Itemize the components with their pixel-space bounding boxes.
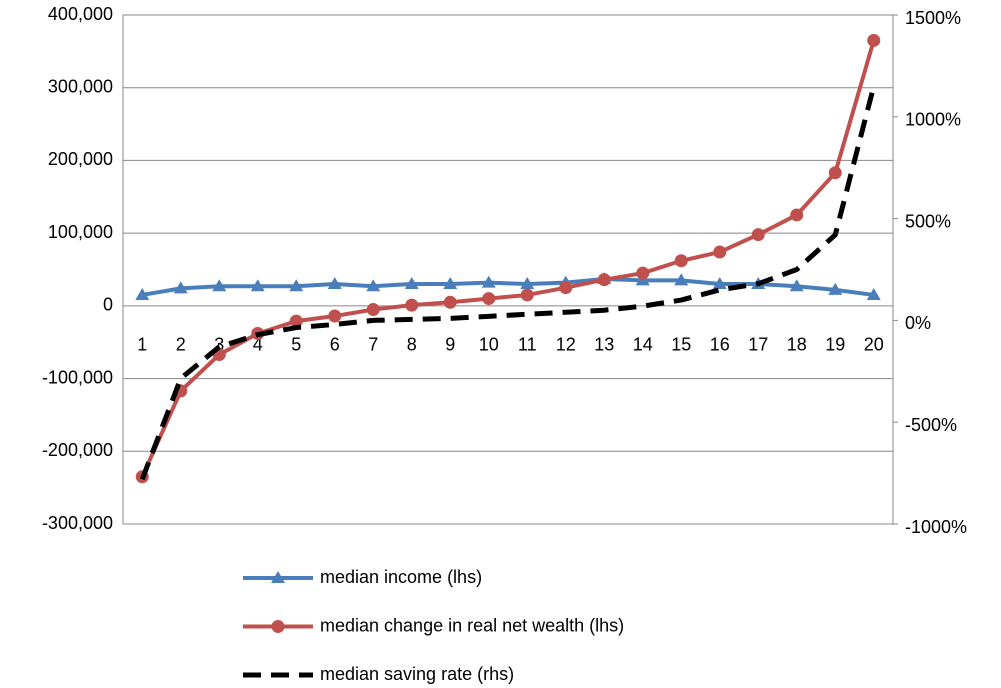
marker — [789, 279, 804, 292]
x-tick-label: 16 — [710, 335, 730, 355]
marker — [443, 295, 457, 309]
legend-marker — [271, 620, 285, 633]
y2-tick-label: -1000% — [905, 517, 967, 537]
marker — [713, 245, 727, 259]
y-tick-label: -200,000 — [42, 440, 113, 460]
marker — [328, 309, 342, 323]
marker — [366, 302, 380, 316]
x-tick-label: 9 — [445, 335, 455, 355]
marker — [520, 288, 534, 302]
series-line — [140, 39, 876, 478]
x-tick-label: 18 — [787, 335, 807, 355]
x-tick-label: 14 — [633, 335, 653, 355]
plot-area — [122, 14, 894, 525]
x-tick-label: 13 — [594, 335, 614, 355]
marker — [674, 273, 689, 286]
marker — [751, 228, 765, 242]
marker — [289, 279, 304, 292]
marker — [289, 314, 303, 328]
x-tick-label: 1 — [137, 335, 147, 355]
x-tick-label: 6 — [330, 335, 340, 355]
marker — [212, 279, 227, 292]
y-tick-label: 300,000 — [48, 76, 113, 96]
y2-tick-label: 1500% — [905, 8, 961, 28]
marker — [559, 281, 573, 295]
x-tick-label: 5 — [291, 335, 301, 355]
y2-tick-label: 1000% — [905, 110, 961, 130]
y-tick-label: 0 — [103, 295, 113, 315]
marker — [481, 275, 496, 288]
legend-label: median income (lhs) — [320, 567, 482, 587]
x-tick-label: 19 — [825, 335, 845, 355]
x-tick-label: 12 — [556, 335, 576, 355]
marker — [404, 277, 419, 290]
x-tick-label: 3 — [214, 335, 224, 355]
legend-label: median change in real net wealth (lhs) — [320, 615, 624, 635]
x-tick-label: 11 — [518, 335, 537, 355]
y-tick-label: 400,000 — [48, 4, 113, 24]
y-tick-label: -100,000 — [42, 367, 113, 387]
marker — [636, 266, 650, 280]
series-line — [139, 85, 877, 481]
y2-tick-label: 0% — [905, 313, 931, 333]
marker — [867, 33, 881, 47]
x-tick-label: 15 — [671, 335, 691, 355]
marker — [482, 292, 496, 306]
marker — [674, 254, 688, 268]
marker — [712, 277, 727, 290]
x-tick-label: 2 — [176, 335, 186, 355]
marker — [828, 166, 842, 180]
y2-tick-label: 500% — [905, 211, 951, 231]
marker — [173, 281, 188, 294]
marker — [327, 277, 342, 290]
y-tick-label: 100,000 — [48, 222, 113, 242]
x-tick-label: 8 — [407, 335, 417, 355]
y-tick-label: -300,000 — [42, 513, 113, 533]
x-tick-label: 7 — [368, 335, 378, 355]
marker — [366, 279, 381, 292]
marker — [790, 208, 804, 222]
legend-label: median saving rate (rhs) — [320, 664, 514, 684]
marker — [520, 277, 535, 290]
x-tick-label: 10 — [479, 335, 499, 355]
marker — [866, 287, 881, 300]
marker — [828, 282, 843, 295]
x-tick-label: 17 — [748, 335, 768, 355]
x-tick-label: 20 — [864, 335, 884, 355]
y-tick-label: 200,000 — [48, 149, 113, 169]
marker — [443, 277, 458, 290]
marker — [597, 273, 611, 287]
series-line — [141, 276, 875, 297]
x-tick-label: 4 — [253, 335, 263, 355]
y2-tick-label: -500% — [905, 415, 957, 435]
marker — [135, 287, 150, 300]
legend-marker — [271, 571, 285, 583]
marker — [250, 279, 265, 292]
marker — [405, 298, 419, 312]
